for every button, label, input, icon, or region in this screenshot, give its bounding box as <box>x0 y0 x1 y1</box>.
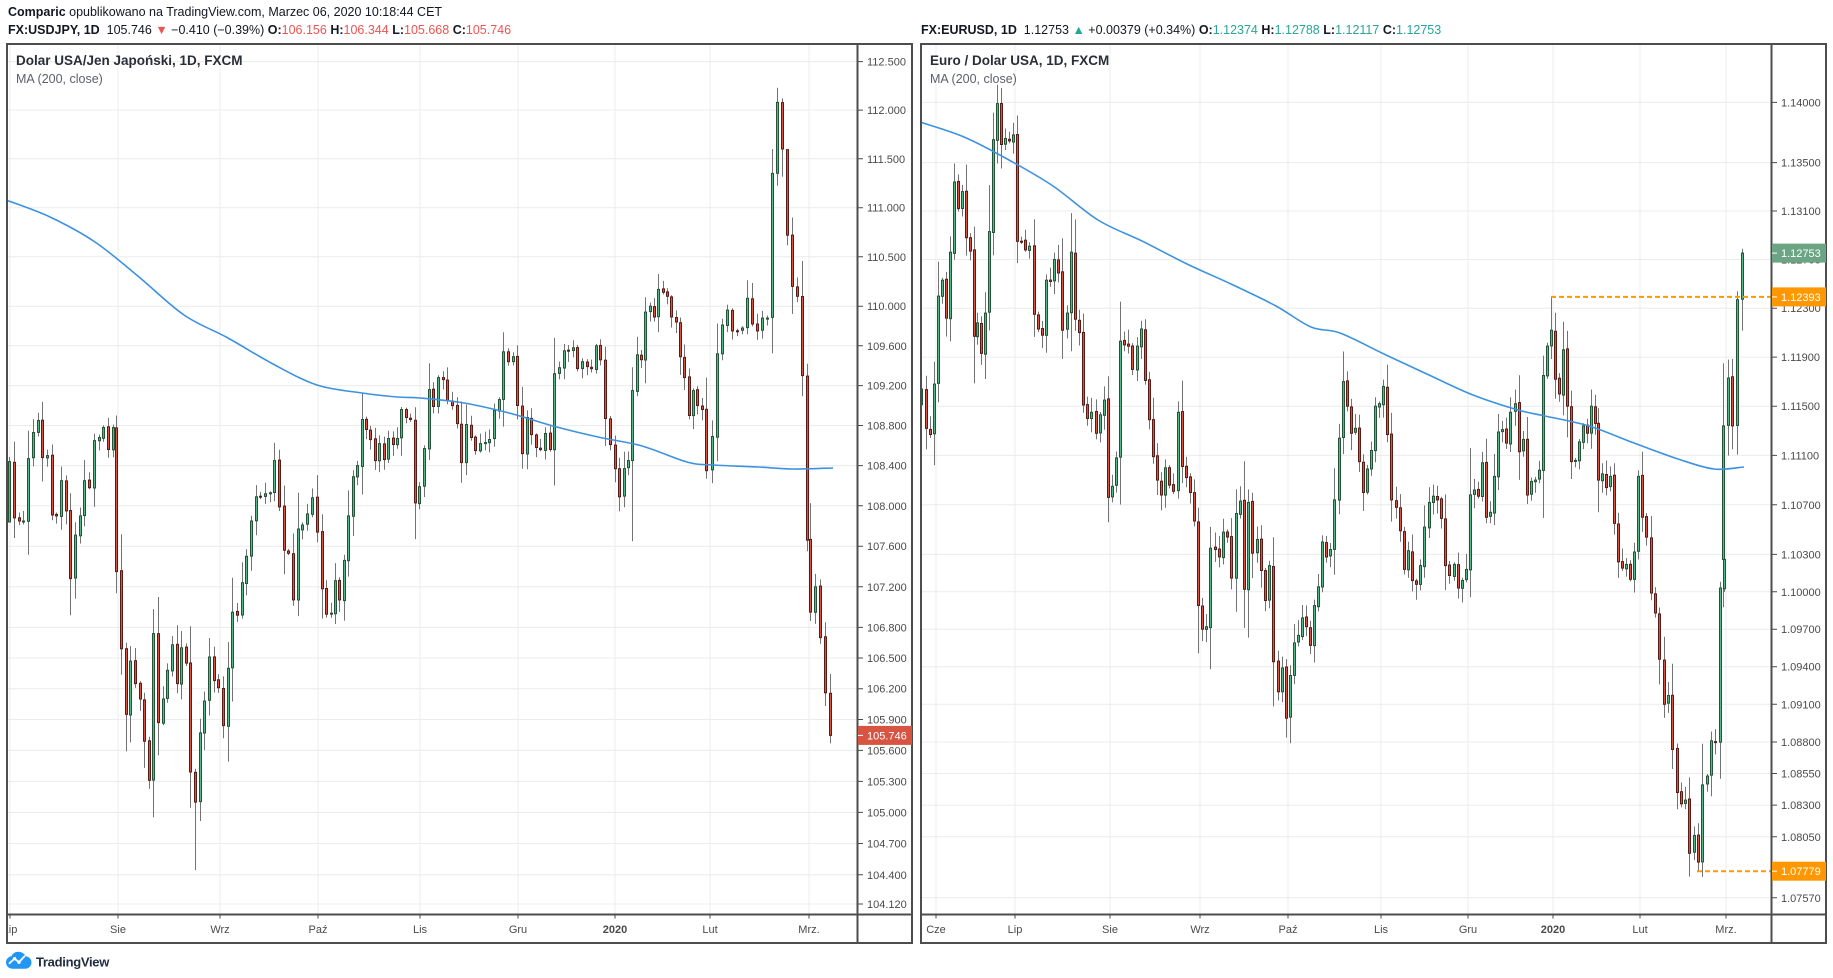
svg-text:TradingView: TradingView <box>36 955 110 970</box>
svg-text:111.500: 111.500 <box>867 154 905 166</box>
svg-text:MA (200, close): MA (200, close) <box>16 72 103 86</box>
svg-text:Lut: Lut <box>702 924 717 936</box>
svg-text:104.700: 104.700 <box>867 839 907 851</box>
svg-text:105.300: 105.300 <box>867 776 907 788</box>
svg-text:1.07570: 1.07570 <box>1781 893 1821 905</box>
svg-text:1.09100: 1.09100 <box>1781 699 1821 711</box>
svg-text:Cze: Cze <box>926 924 946 936</box>
svg-text:Gru: Gru <box>1459 924 1477 936</box>
svg-text:MA (200, close): MA (200, close) <box>930 72 1017 86</box>
svg-text:108.000: 108.000 <box>867 501 907 513</box>
svg-text:110.000: 110.000 <box>867 301 906 313</box>
svg-text:1.13500: 1.13500 <box>1781 158 1821 170</box>
svg-text:106.200: 106.200 <box>867 684 907 696</box>
svg-text:107.200: 107.200 <box>867 582 907 594</box>
svg-text:1.14000: 1.14000 <box>1781 97 1821 109</box>
svg-text:Lut: Lut <box>1632 924 1647 936</box>
svg-text:1.10000: 1.10000 <box>1781 587 1821 599</box>
svg-text:105.000: 105.000 <box>867 807 907 819</box>
svg-text:Lip: Lip <box>1008 924 1023 936</box>
svg-text:1.11100: 1.11100 <box>1781 450 1819 462</box>
svg-text:1.08300: 1.08300 <box>1781 800 1821 812</box>
svg-text:2020: 2020 <box>603 924 627 936</box>
svg-text:106.500: 106.500 <box>867 653 907 665</box>
svg-text:105.900: 105.900 <box>867 715 907 727</box>
svg-text:1.11900: 1.11900 <box>1781 352 1820 364</box>
svg-text:Lip: Lip <box>6 924 17 936</box>
svg-text:112.000: 112.000 <box>867 105 906 117</box>
svg-text:106.800: 106.800 <box>867 622 907 634</box>
svg-text:1.12753: 1.12753 <box>1781 248 1821 260</box>
svg-text:105.746: 105.746 <box>867 730 907 742</box>
svg-text:105.600: 105.600 <box>867 745 907 757</box>
svg-text:112.500: 112.500 <box>867 57 906 69</box>
svg-text:1.10300: 1.10300 <box>1781 549 1821 561</box>
svg-text:108.400: 108.400 <box>867 461 907 473</box>
svg-text:Wrz: Wrz <box>210 924 229 936</box>
svg-text:Euro / Dolar USA, 1D, FXCM: Euro / Dolar USA, 1D, FXCM <box>930 53 1109 68</box>
svg-text:111.000: 111.000 <box>867 203 905 215</box>
svg-text:109.200: 109.200 <box>867 381 907 393</box>
svg-text:1.10700: 1.10700 <box>1781 500 1821 512</box>
svg-text:Paź: Paź <box>309 924 328 936</box>
svg-text:2020: 2020 <box>1541 924 1565 936</box>
svg-text:1.08800: 1.08800 <box>1781 737 1821 749</box>
svg-text:Wrz: Wrz <box>1190 924 1209 936</box>
svg-text:1.07779: 1.07779 <box>1781 866 1821 878</box>
svg-text:108.800: 108.800 <box>867 421 907 433</box>
svg-text:1.08550: 1.08550 <box>1781 769 1821 781</box>
svg-text:Sie: Sie <box>110 924 126 936</box>
svg-text:Mrz.: Mrz. <box>1715 924 1736 936</box>
svg-text:Lis: Lis <box>1374 924 1389 936</box>
svg-text:104.120: 104.120 <box>867 899 907 911</box>
svg-text:104.400: 104.400 <box>867 870 907 882</box>
svg-text:1.12393: 1.12393 <box>1781 292 1821 304</box>
svg-text:110.500: 110.500 <box>867 252 906 264</box>
svg-text:1.09700: 1.09700 <box>1781 624 1821 636</box>
svg-text:Sie: Sie <box>1102 924 1118 936</box>
svg-text:Lis: Lis <box>413 924 428 936</box>
svg-text:1.08050: 1.08050 <box>1781 832 1821 844</box>
svg-text:Mrz.: Mrz. <box>798 924 819 936</box>
svg-text:107.600: 107.600 <box>867 541 907 553</box>
svg-text:1.11500: 1.11500 <box>1781 401 1820 413</box>
svg-text:Gru: Gru <box>509 924 527 936</box>
svg-text:Dolar USA/Jen Japoński, 1D, FX: Dolar USA/Jen Japoński, 1D, FXCM <box>16 53 243 68</box>
svg-text:1.09400: 1.09400 <box>1781 662 1821 674</box>
svg-text:1.13100: 1.13100 <box>1781 206 1821 218</box>
svg-text:109.600: 109.600 <box>867 341 907 353</box>
svg-text:Paź: Paź <box>1279 924 1298 936</box>
